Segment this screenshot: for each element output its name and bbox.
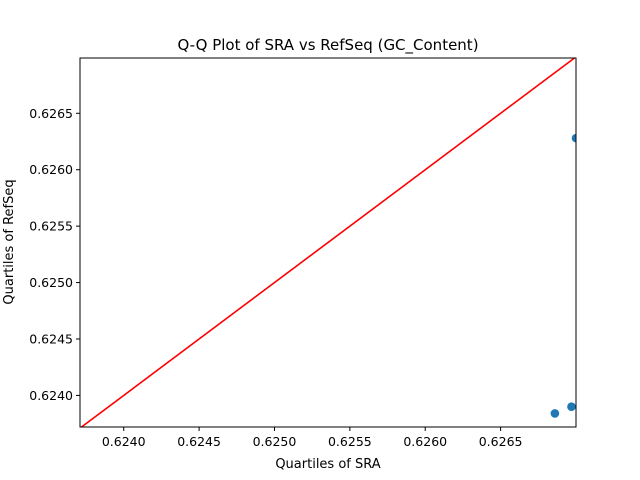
x-axis-label: Quartiles of SRA [275, 457, 380, 472]
x-tick-label-6: 0.6265 [479, 434, 523, 449]
y-axis: 0.6240 0.6245 0.6250 0.6255 0.6260 0.6265 [29, 106, 80, 403]
chart-title: Q-Q Plot of SRA vs RefSeq (GC_Content) [177, 36, 478, 55]
data-point-2 [567, 402, 576, 411]
y-tick-label-3: 0.6250 [29, 275, 73, 290]
reference-line [80, 58, 576, 427]
data-point-3 [571, 133, 576, 143]
data-point-1 [550, 409, 560, 418]
y-tick-label-4: 0.6255 [29, 219, 73, 234]
x-tick-label-5: 0.6260 [403, 434, 447, 449]
y-tick-label-1: 0.6240 [29, 388, 73, 403]
plot-frame [79, 57, 577, 428]
x-tick-label-2: 0.6245 [177, 434, 221, 449]
x-tick-label-4: 0.6255 [328, 434, 372, 449]
plot-area [80, 58, 576, 427]
y-tick-label-5: 0.6260 [29, 162, 73, 177]
y-axis-label: Quartiles of RefSeq [2, 179, 17, 304]
x-tick-label-1: 0.6240 [102, 434, 146, 449]
y-tick-label-2: 0.6245 [29, 331, 73, 346]
y-tick-label-6: 0.6265 [29, 106, 73, 121]
x-tick-label-3: 0.6250 [253, 434, 297, 449]
x-axis: 0.6240 0.6245 0.6250 0.6255 0.6260 0.6265 [102, 427, 523, 449]
